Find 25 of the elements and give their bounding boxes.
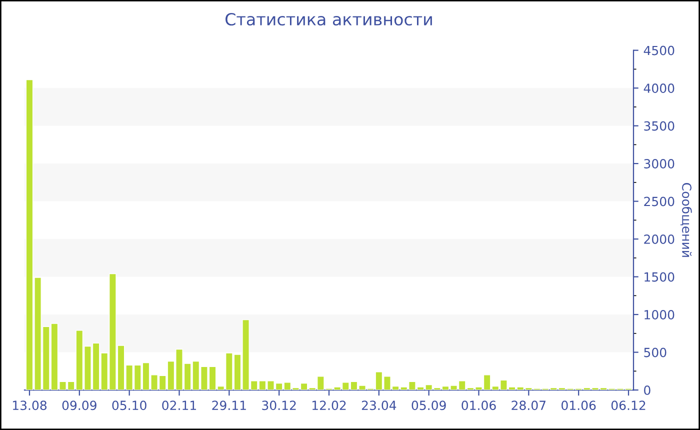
y-tick-label: 3500 — [644, 121, 674, 131]
x-tick-label: 02.11 — [162, 400, 196, 410]
x-tick-label: 06.12 — [611, 400, 646, 410]
x-tick-label: 05.09 — [412, 400, 446, 410]
y-tick-label: 1500 — [644, 272, 674, 282]
y-tick-label: 2000 — [644, 234, 674, 244]
x-tick-label: 01.06 — [462, 400, 496, 410]
y-tick-label: 3000 — [644, 159, 674, 168]
x-tick-label: 01.06 — [562, 400, 596, 410]
y-tick-label: 2500 — [644, 196, 674, 206]
y-axis-title: Сообщений — [680, 183, 692, 257]
y-tick-label: 4000 — [644, 84, 674, 93]
x-tick-label: 30.12 — [262, 400, 296, 410]
chart-title: Статистика активности — [226, 12, 432, 26]
x-tick-label: 09.09 — [62, 400, 96, 410]
y-tick-label: 0 — [644, 385, 650, 395]
y-tick-label: 1000 — [644, 310, 674, 320]
x-tick-label: 23.04 — [362, 400, 396, 410]
x-tick-label: 12.02 — [312, 400, 346, 410]
x-tick-label: 29.11 — [212, 400, 246, 410]
x-tick-label: 05.10 — [112, 400, 146, 410]
y-tick-label: 4500 — [644, 46, 674, 56]
x-tick-label: 28.07 — [512, 400, 546, 410]
y-tick-label: 500 — [644, 348, 666, 358]
x-tick-label: 13.08 — [12, 400, 47, 410]
